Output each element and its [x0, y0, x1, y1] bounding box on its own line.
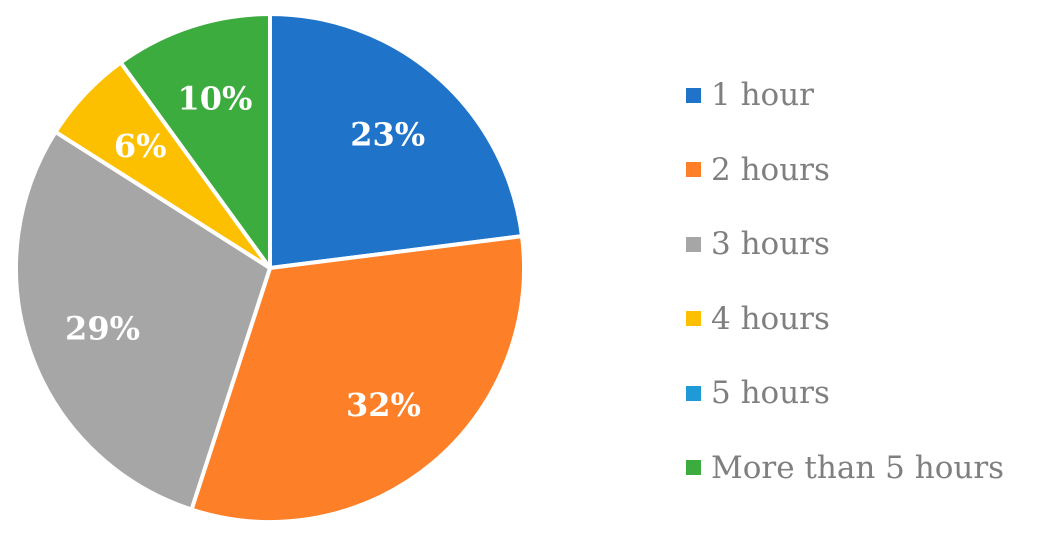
legend-item-4-hours: 4 hours: [686, 282, 1004, 357]
legend-label: 2 hours: [711, 151, 830, 188]
legend-label: 1 hour: [711, 77, 814, 114]
chart-legend: 1 hour 2 hours 3 hours 4 hours 5 hours More t…: [686, 58, 1004, 505]
legend-swatch: [686, 385, 701, 401]
legend-item-1-hour: 1 hour: [686, 58, 1004, 133]
legend-item-2-hours: 2 hours: [686, 133, 1004, 208]
legend-item-5-hours: 5 hours: [686, 356, 1004, 431]
legend-label: More than 5 hours: [711, 449, 1005, 486]
legend-label: 3 hours: [711, 226, 830, 263]
legend-label: 4 hours: [711, 300, 830, 337]
data-label-1-hour: 23%: [350, 115, 425, 153]
pie-slice-3-hours: [14, 129, 272, 512]
data-label-2-hours: 32%: [346, 386, 421, 424]
pie-slice-2-hours: [189, 234, 526, 524]
data-label-3-hours: 29%: [65, 309, 140, 347]
legend-item-3-hours: 3 hours: [686, 207, 1004, 282]
legend-swatch: [686, 162, 701, 178]
pie-slice-more-than-5-hours: [118, 12, 272, 270]
pie-slice-1-hour: [268, 12, 524, 270]
data-label-more-than-5-hours: 10%: [178, 80, 253, 118]
legend-label: 5 hours: [711, 375, 830, 412]
legend-swatch: [686, 311, 701, 327]
data-label-4-hours: 6%: [114, 127, 167, 165]
legend-swatch: [686, 87, 701, 103]
legend-item-more-than-5-hours: More than 5 hours: [686, 431, 1004, 506]
legend-swatch: [686, 236, 701, 252]
legend-swatch: [686, 460, 701, 476]
